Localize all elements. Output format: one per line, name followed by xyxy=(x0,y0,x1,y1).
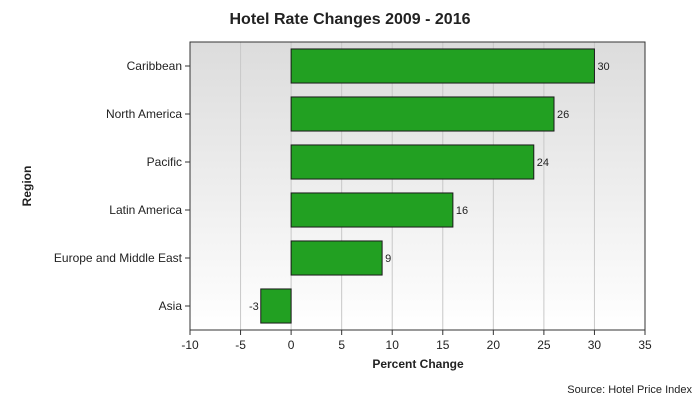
plot-border xyxy=(189,41,646,331)
bar xyxy=(290,192,454,228)
x-tick-label: 10 xyxy=(386,338,400,352)
y-axis-categories: Caribbean North America Pacific Latin Ameri… xyxy=(54,59,190,313)
bar xyxy=(290,144,535,180)
bars xyxy=(260,48,595,324)
x-tick-label: 0 xyxy=(288,338,295,352)
bar-value-label: 24 xyxy=(537,157,549,169)
bar-value-label: -3 xyxy=(249,301,259,313)
x-axis-label: Percent Change xyxy=(372,357,464,371)
bar xyxy=(290,48,595,84)
x-tick-label: 25 xyxy=(537,338,551,352)
y-category-label: Caribbean xyxy=(127,59,182,73)
x-tick-label: 5 xyxy=(338,338,345,352)
bar xyxy=(260,288,292,324)
bar-value-label: 30 xyxy=(597,61,609,73)
x-tick-label: 20 xyxy=(487,338,501,352)
y-axis-label: Region xyxy=(20,166,34,207)
bar-value-label: 26 xyxy=(557,109,569,121)
plot-area xyxy=(190,42,645,330)
x-axis-ticks: -10 -5 0 5 10 15 20 25 30 35 xyxy=(181,330,652,352)
bar-value-label: 16 xyxy=(456,205,468,217)
y-category-label: Latin America xyxy=(109,203,182,217)
y-category-label: Pacific xyxy=(147,155,182,169)
bar xyxy=(290,96,555,132)
bar xyxy=(290,240,383,276)
data-labels: 30 26 24 16 9 -3 xyxy=(249,61,610,313)
y-category-label: North America xyxy=(106,107,182,121)
y-category-label: Asia xyxy=(159,299,183,313)
x-tick-label: 30 xyxy=(588,338,602,352)
x-tick-label: -10 xyxy=(181,338,199,352)
x-tick-label: 35 xyxy=(638,338,652,352)
y-category-label: Europe and Middle East xyxy=(54,251,183,265)
chart-title: Hotel Rate Changes 2009 - 2016 xyxy=(230,11,471,28)
gridlines xyxy=(240,42,595,330)
source-note: Source: Hotel Price Index xyxy=(567,384,692,396)
x-tick-label: 15 xyxy=(436,338,450,352)
bar-value-label: 9 xyxy=(385,253,391,265)
x-tick-label: -5 xyxy=(235,338,246,352)
